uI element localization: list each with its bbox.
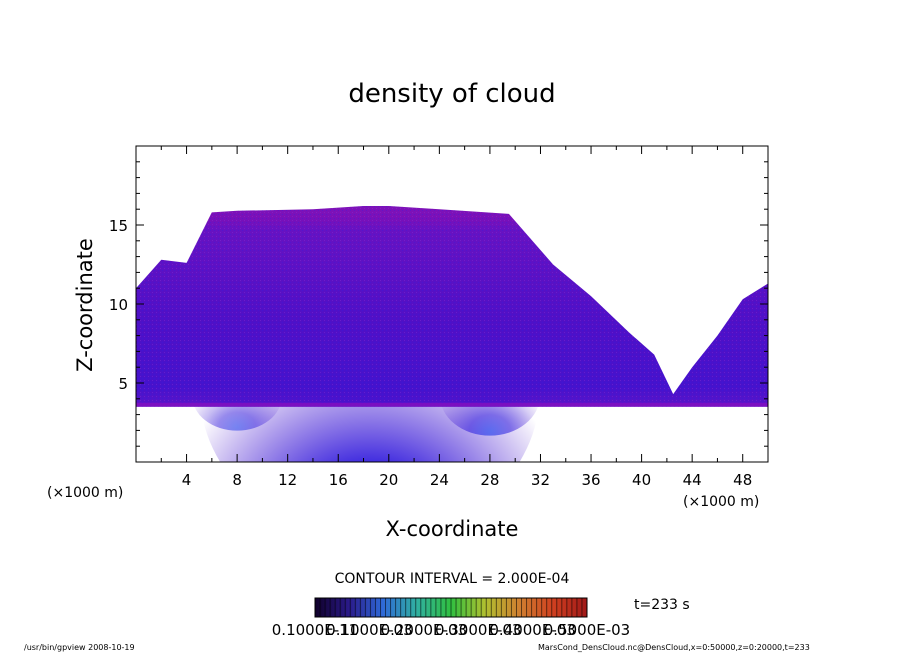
- x-tick-label: 20: [379, 471, 398, 489]
- x-tick-label: 24: [430, 471, 449, 489]
- x-unit-right: (×1000 m): [683, 494, 759, 510]
- x-tick-label: 32: [531, 471, 550, 489]
- x-tick-label: 40: [632, 471, 651, 489]
- y-axis-label: Z-coordinate: [73, 238, 97, 372]
- contour-interval: CONTOUR INTERVAL = 2.000E-04: [335, 571, 570, 587]
- colorbar-labels: 0.1000E-110.1000E-030.2000E-030.3000E-03…: [272, 621, 630, 639]
- cloud-base-band: [136, 402, 768, 407]
- x-tick-label: 28: [480, 471, 499, 489]
- colorbar-label: 0.1000E-03: [326, 621, 412, 639]
- colorbar-label: 0.3000E-03: [435, 621, 521, 639]
- footer-left: /usr/bin/gpview 2008-10-19: [24, 643, 135, 652]
- y-tick-label: 5: [118, 375, 128, 393]
- x-tick-label: 44: [683, 471, 702, 489]
- time-label: t=233 s: [634, 597, 690, 613]
- x-tick-label: 36: [581, 471, 600, 489]
- x-tick-label: 4: [182, 471, 192, 489]
- colorbar-label: 0.1000E-11: [272, 621, 358, 639]
- colorbar-label: 0.5000E-03: [544, 621, 630, 639]
- y-tick-label: 10: [109, 296, 128, 314]
- x-tick-label: 8: [232, 471, 242, 489]
- colorbar-label: 0.4000E-03: [489, 621, 575, 639]
- x-unit-left: (×1000 m): [47, 485, 123, 501]
- x-axis-label: X-coordinate: [386, 517, 519, 541]
- footer-right: MarsCond_DensCloud.nc@DensCloud,x=0:5000…: [538, 643, 810, 652]
- x-tick-label: 12: [278, 471, 297, 489]
- colorbar-label: 0.2000E-03: [381, 621, 467, 639]
- cloud-field: [136, 206, 768, 462]
- colorbar: [314, 597, 588, 618]
- x-tick-label: 48: [733, 471, 752, 489]
- y-tick-label: 15: [109, 217, 128, 235]
- chart-title: density of cloud: [348, 79, 555, 109]
- x-tick-label: 16: [329, 471, 348, 489]
